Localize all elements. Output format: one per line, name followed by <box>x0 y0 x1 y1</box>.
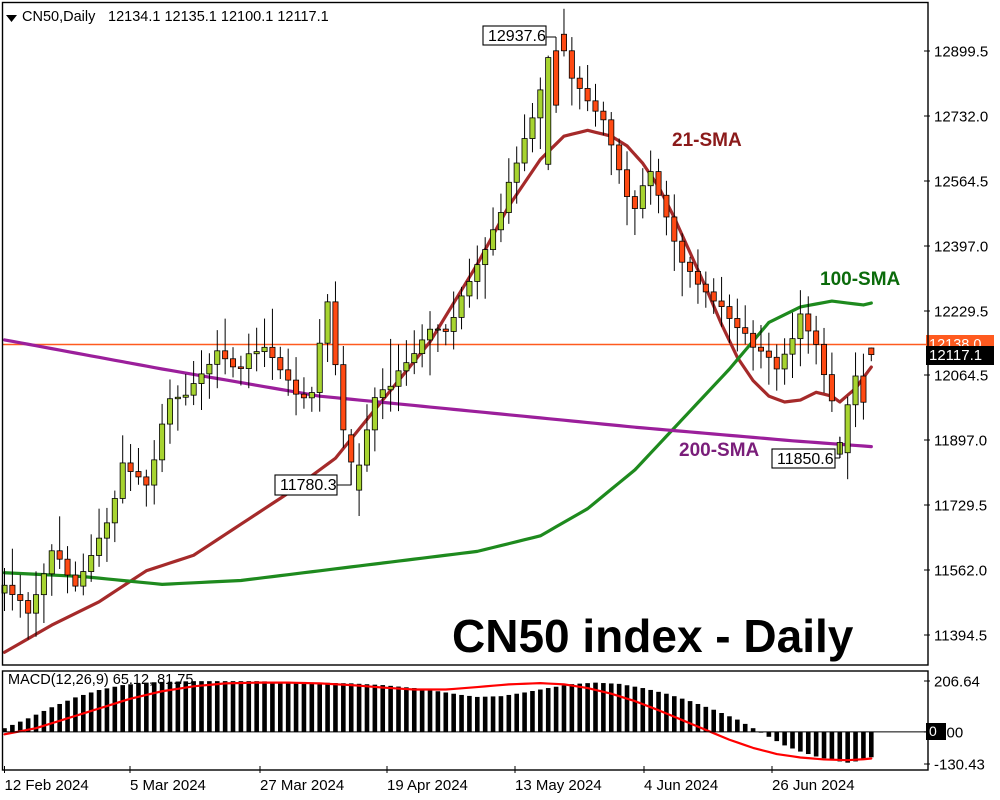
svg-text:MACD(12,26,9) 65.12, 81.75: MACD(12,26,9) 65.12, 81.75 <box>8 672 193 688</box>
svg-text:206.64: 206.64 <box>934 674 980 691</box>
svg-text:12117.1: 12117.1 <box>929 347 982 364</box>
svg-text:11897.0: 11897.0 <box>934 433 987 450</box>
svg-text:11562.0: 11562.0 <box>934 563 987 580</box>
svg-text:13 May 2024: 13 May 2024 <box>515 777 602 794</box>
svg-text:4 Jun 2024: 4 Jun 2024 <box>644 777 718 794</box>
svg-text:19 Apr 2024: 19 Apr 2024 <box>387 777 468 794</box>
svg-text:200-SMA: 200-SMA <box>679 440 760 461</box>
svg-text:12 Feb 2024: 12 Feb 2024 <box>5 777 89 794</box>
svg-text:12064.5: 12064.5 <box>934 368 988 385</box>
svg-text:100-SMA: 100-SMA <box>820 269 901 290</box>
svg-text:12937.6: 12937.6 <box>488 28 546 45</box>
svg-text:0: 0 <box>929 723 937 739</box>
svg-text:5 Mar 2024: 5 Mar 2024 <box>130 777 206 794</box>
svg-text:11394.5: 11394.5 <box>934 628 987 645</box>
svg-text:12564.5: 12564.5 <box>934 174 988 191</box>
svg-text:12229.5: 12229.5 <box>934 304 988 321</box>
svg-text:CN50 index - Daily: CN50 index - Daily <box>452 610 854 662</box>
svg-text:26 Jun 2024: 26 Jun 2024 <box>772 777 855 794</box>
svg-text:11729.5: 11729.5 <box>934 498 987 515</box>
svg-text:11780.3: 11780.3 <box>280 477 337 494</box>
svg-text:11850.6: 11850.6 <box>777 451 834 468</box>
svg-text:12732.0: 12732.0 <box>934 109 988 126</box>
svg-text:12899.5: 12899.5 <box>934 44 988 61</box>
svg-text:12397.0: 12397.0 <box>934 239 988 256</box>
svg-text:21-SMA: 21-SMA <box>672 130 742 151</box>
svg-text:CN50,Daily: CN50,Daily <box>22 9 96 25</box>
svg-text:12134.1 12135.1 12100.1 12117.: 12134.1 12135.1 12100.1 12117.1 <box>108 9 329 25</box>
svg-text:-130.43: -130.43 <box>934 757 985 774</box>
svg-text:27 Mar 2024: 27 Mar 2024 <box>260 777 344 794</box>
